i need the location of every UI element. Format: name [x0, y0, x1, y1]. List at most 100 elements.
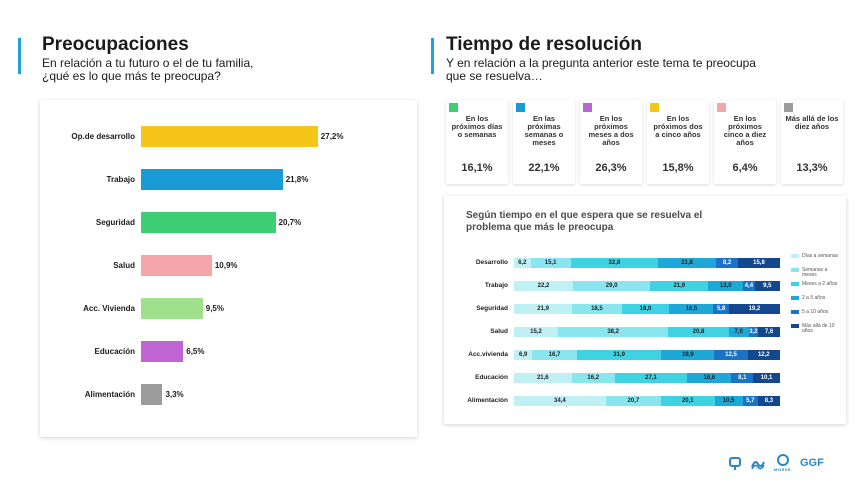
summary-box: En los próximos meses a dos años 26,3% [580, 100, 642, 184]
summary-box-value: 16,1% [461, 162, 493, 174]
bar [141, 298, 203, 319]
stacked-segment: 8,2 [716, 258, 738, 268]
stacked-segment: 5,8 [713, 304, 729, 314]
legend-item: Semanas a meses [802, 267, 828, 278]
summary-box: En los próximos cinco a diez años 6,4% [714, 100, 776, 184]
stacked-segment: 21,6 [514, 373, 572, 383]
stacked-segment: 9,5 [754, 281, 780, 291]
pin-logo-icon [729, 457, 741, 470]
summary-box: Más allá de los diez años 13,3% [781, 100, 843, 184]
legend-swatch [791, 268, 799, 272]
stacked-segment: 21,9 [650, 281, 709, 291]
left-subtitle-line1: En relación a tu futuro o el de tu famil… [42, 56, 254, 70]
legend-swatch [791, 310, 799, 314]
right-subtitle-line2: que se resuelva… [446, 69, 543, 83]
bar-label: Educación [94, 347, 135, 356]
legend-swatch [791, 282, 799, 286]
stacked-segment: 22,2 [514, 281, 574, 291]
bar-value-label: 6,5% [186, 347, 205, 356]
stacked-segment: 19,2 [728, 304, 780, 314]
bar-label: Alimentación [84, 390, 135, 399]
left-subtitle-line2: ¿qué es lo que más te preocupa? [42, 69, 221, 83]
stacked-segment: 8,3 [757, 396, 780, 406]
stacked-row-label: Alimentación [467, 397, 508, 404]
stacked-segment: 12,5 [714, 350, 748, 360]
stacked-segment: 21,9 [514, 304, 573, 314]
left-title: Preocupaciones [42, 34, 189, 55]
legend-swatch [791, 324, 799, 328]
legend-item: Días a semanas [802, 253, 839, 259]
bar [141, 169, 283, 190]
stacked-segment: 15,1 [530, 258, 571, 268]
legend-item: Meses a 2 años [802, 281, 838, 287]
stacked-chart-title-line2: problema que más le preocupa [466, 222, 614, 233]
ggf-logo: GGF [800, 457, 824, 469]
stacked-segment: 31,9 [576, 350, 662, 360]
bar [141, 126, 318, 147]
stacked-row-label: Trabajo [484, 282, 508, 289]
left-accent-bar [18, 38, 21, 74]
stacked-segment: 20,1 [661, 396, 715, 406]
stacked-row-label: Acc.vivienda [468, 351, 508, 358]
stacked-segment: 20,8 [668, 327, 729, 337]
summary-box-value: 15,8% [662, 162, 694, 174]
summary-box-label: En los próximos cinco a diez años [723, 114, 767, 147]
bar-value-label: 9,5% [205, 304, 224, 313]
stacked-segment: 19,9 [661, 350, 715, 360]
legend-swatch [791, 296, 799, 300]
bar [141, 212, 276, 233]
stacked-chart-title-line1: Según tiempo en el que espera que se res… [466, 210, 703, 221]
legend-item: 2 a 5 años [802, 295, 826, 301]
stacked-segment: 10,5 [714, 396, 743, 406]
bar-label: Trabajo [106, 175, 135, 184]
stacked-segment: 6,9 [514, 350, 533, 360]
summary-box-label: En los próximos dos a cinco años [653, 114, 703, 139]
bar-label: Seguridad [95, 218, 135, 227]
summary-box: En los próximos días o semanas 16,1% [446, 100, 508, 184]
summary-box-value: 22,1% [528, 162, 560, 174]
summary-box-color-swatch [717, 103, 726, 112]
summary-box-color-swatch [784, 103, 793, 112]
summary-box-value: 13,3% [796, 162, 828, 174]
summary-box-value: 6,4% [732, 162, 758, 174]
bar [141, 255, 212, 276]
stacked-row-label: Educación [475, 374, 508, 381]
stacked-segment: 18,5 [572, 304, 622, 314]
summary-box-color-swatch [516, 103, 525, 112]
legend-item: Más allá de 10 años [802, 323, 835, 334]
stacked-segment: 32,8 [570, 258, 659, 268]
stacked-row-label: Salud [490, 328, 508, 335]
stacked-row-label: Seguridad [476, 305, 508, 312]
summary-box-label: En los próximos meses a dos años [588, 114, 634, 147]
bar-value-label: 27,2% [320, 132, 344, 141]
stacked-segment: 15,8 [737, 258, 780, 268]
stacked-segment: 16,6 [687, 373, 732, 383]
wave-logo-icon [751, 461, 765, 470]
summary-box-color-swatch [650, 103, 659, 112]
summary-box-value: 26,3% [595, 162, 627, 174]
stacked-chart-card: Según tiempo en el que espera que se res… [444, 196, 846, 424]
bar-value-label: 3,3% [165, 390, 184, 399]
stacked-segment: 4,4 [743, 281, 755, 291]
bar-value-label: 21,8% [285, 175, 309, 184]
stacked-segment: 5,7 [742, 396, 758, 406]
bar-value-label: 10,9% [214, 261, 238, 270]
stacked-segment: 6,2 [514, 258, 531, 268]
stacked-segment: 13,0 [708, 281, 744, 291]
summary-box-color-swatch [583, 103, 592, 112]
stacked-segment: 34,4 [514, 396, 606, 406]
stacked-segment: 7,6 [758, 327, 780, 337]
right-title: Tiempo de resolución [446, 34, 643, 55]
bar-label: Salud [113, 261, 135, 270]
summary-box-label: En los próximos días o semanas [451, 114, 503, 139]
bar [141, 341, 184, 362]
stacked-segment: 15,2 [514, 327, 558, 337]
stacked-row-label: Desarrollo [475, 259, 508, 266]
bar-label: Acc. Vivienda [83, 304, 135, 313]
stacked-segment: 8,1 [731, 373, 754, 383]
legend-swatch [791, 254, 799, 258]
right-accent-bar [431, 38, 434, 74]
stacked-segment: 21,8 [658, 258, 717, 268]
summary-box-color-swatch [449, 103, 458, 112]
bar-value-label: 20,7% [278, 218, 302, 227]
